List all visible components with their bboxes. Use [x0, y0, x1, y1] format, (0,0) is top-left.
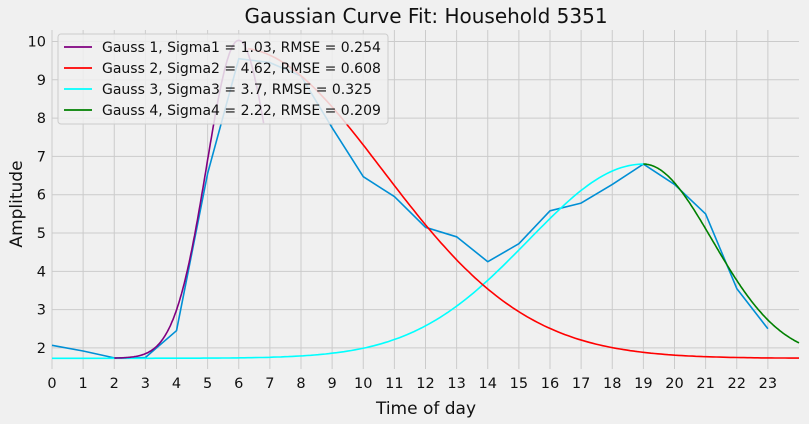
legend: Gauss 1, Sigma1 = 1.03, RMSE = 0.254 Gaus… — [57, 33, 389, 125]
x-tick-label: 20 — [665, 376, 683, 392]
y-tick-label: 5 — [37, 226, 46, 242]
legend-label-2: Gauss 2, Sigma2 = 4.62, RMSE = 0.608 — [102, 61, 381, 77]
legend-label-1: Gauss 1, Sigma1 = 1.03, RMSE = 0.254 — [102, 40, 381, 56]
x-tick-label: 4 — [172, 376, 181, 392]
y-tick-label: 10 — [28, 34, 46, 50]
x-tick-label: 13 — [447, 376, 465, 392]
y-axis-label: Amplitude — [7, 160, 27, 247]
x-tick-label: 16 — [541, 376, 559, 392]
x-tick-label: 21 — [696, 376, 714, 392]
x-tick-label: 11 — [385, 376, 403, 392]
gaussian-curve-3 — [52, 163, 644, 360]
y-tick-label: 8 — [37, 111, 46, 127]
x-tick-label: 22 — [728, 376, 746, 392]
legend-box — [57, 33, 389, 125]
x-axis-label: Time of day — [375, 399, 476, 419]
x-tick-labels: 0 1 2 3 4 5 6 7 8 9 10 11 12 13 14 15 16 17 18 19 20 21 22 23 — [47, 376, 777, 392]
legend-label-3: Gauss 3, Sigma3 = 3.7, RMSE = 0.325 — [102, 82, 372, 98]
x-tick-label: 9 — [328, 376, 337, 392]
chart-title: Gaussian Curve Fit: Household 5351 — [244, 4, 607, 28]
x-tick-label: 8 — [296, 376, 305, 392]
x-tick-label: 12 — [416, 376, 434, 392]
legend-label-4: Gauss 4, Sigma4 = 2.22, RMSE = 0.209 — [102, 103, 381, 119]
x-tick-label: 6 — [234, 376, 243, 392]
y-tick-label: 3 — [37, 303, 46, 319]
x-tick-label: 17 — [572, 376, 590, 392]
y-tick-label: 9 — [37, 73, 46, 89]
x-tick-label: 3 — [141, 376, 150, 392]
y-tick-label: 2 — [37, 341, 46, 357]
gaussian-curve-4 — [643, 163, 800, 344]
x-tick-label: 1 — [79, 376, 88, 392]
x-tick-label: 7 — [265, 376, 274, 392]
x-tick-label: 15 — [510, 376, 528, 392]
x-tick-label: 0 — [47, 376, 56, 392]
x-tick-label: 5 — [203, 376, 212, 392]
x-tick-label: 2 — [110, 376, 119, 392]
x-tick-label: 10 — [354, 376, 372, 392]
data-series-line — [51, 57, 769, 359]
x-tick-label: 18 — [603, 376, 621, 392]
x-tick-label: 14 — [479, 376, 497, 392]
x-tick-label: 19 — [634, 376, 652, 392]
x-tick-label: 23 — [759, 376, 777, 392]
y-tick-label: 7 — [37, 149, 46, 165]
y-tick-labels: 2 3 4 5 6 7 8 9 10 — [28, 34, 46, 356]
y-tick-label: 4 — [37, 264, 46, 280]
y-tick-label: 6 — [37, 188, 46, 204]
